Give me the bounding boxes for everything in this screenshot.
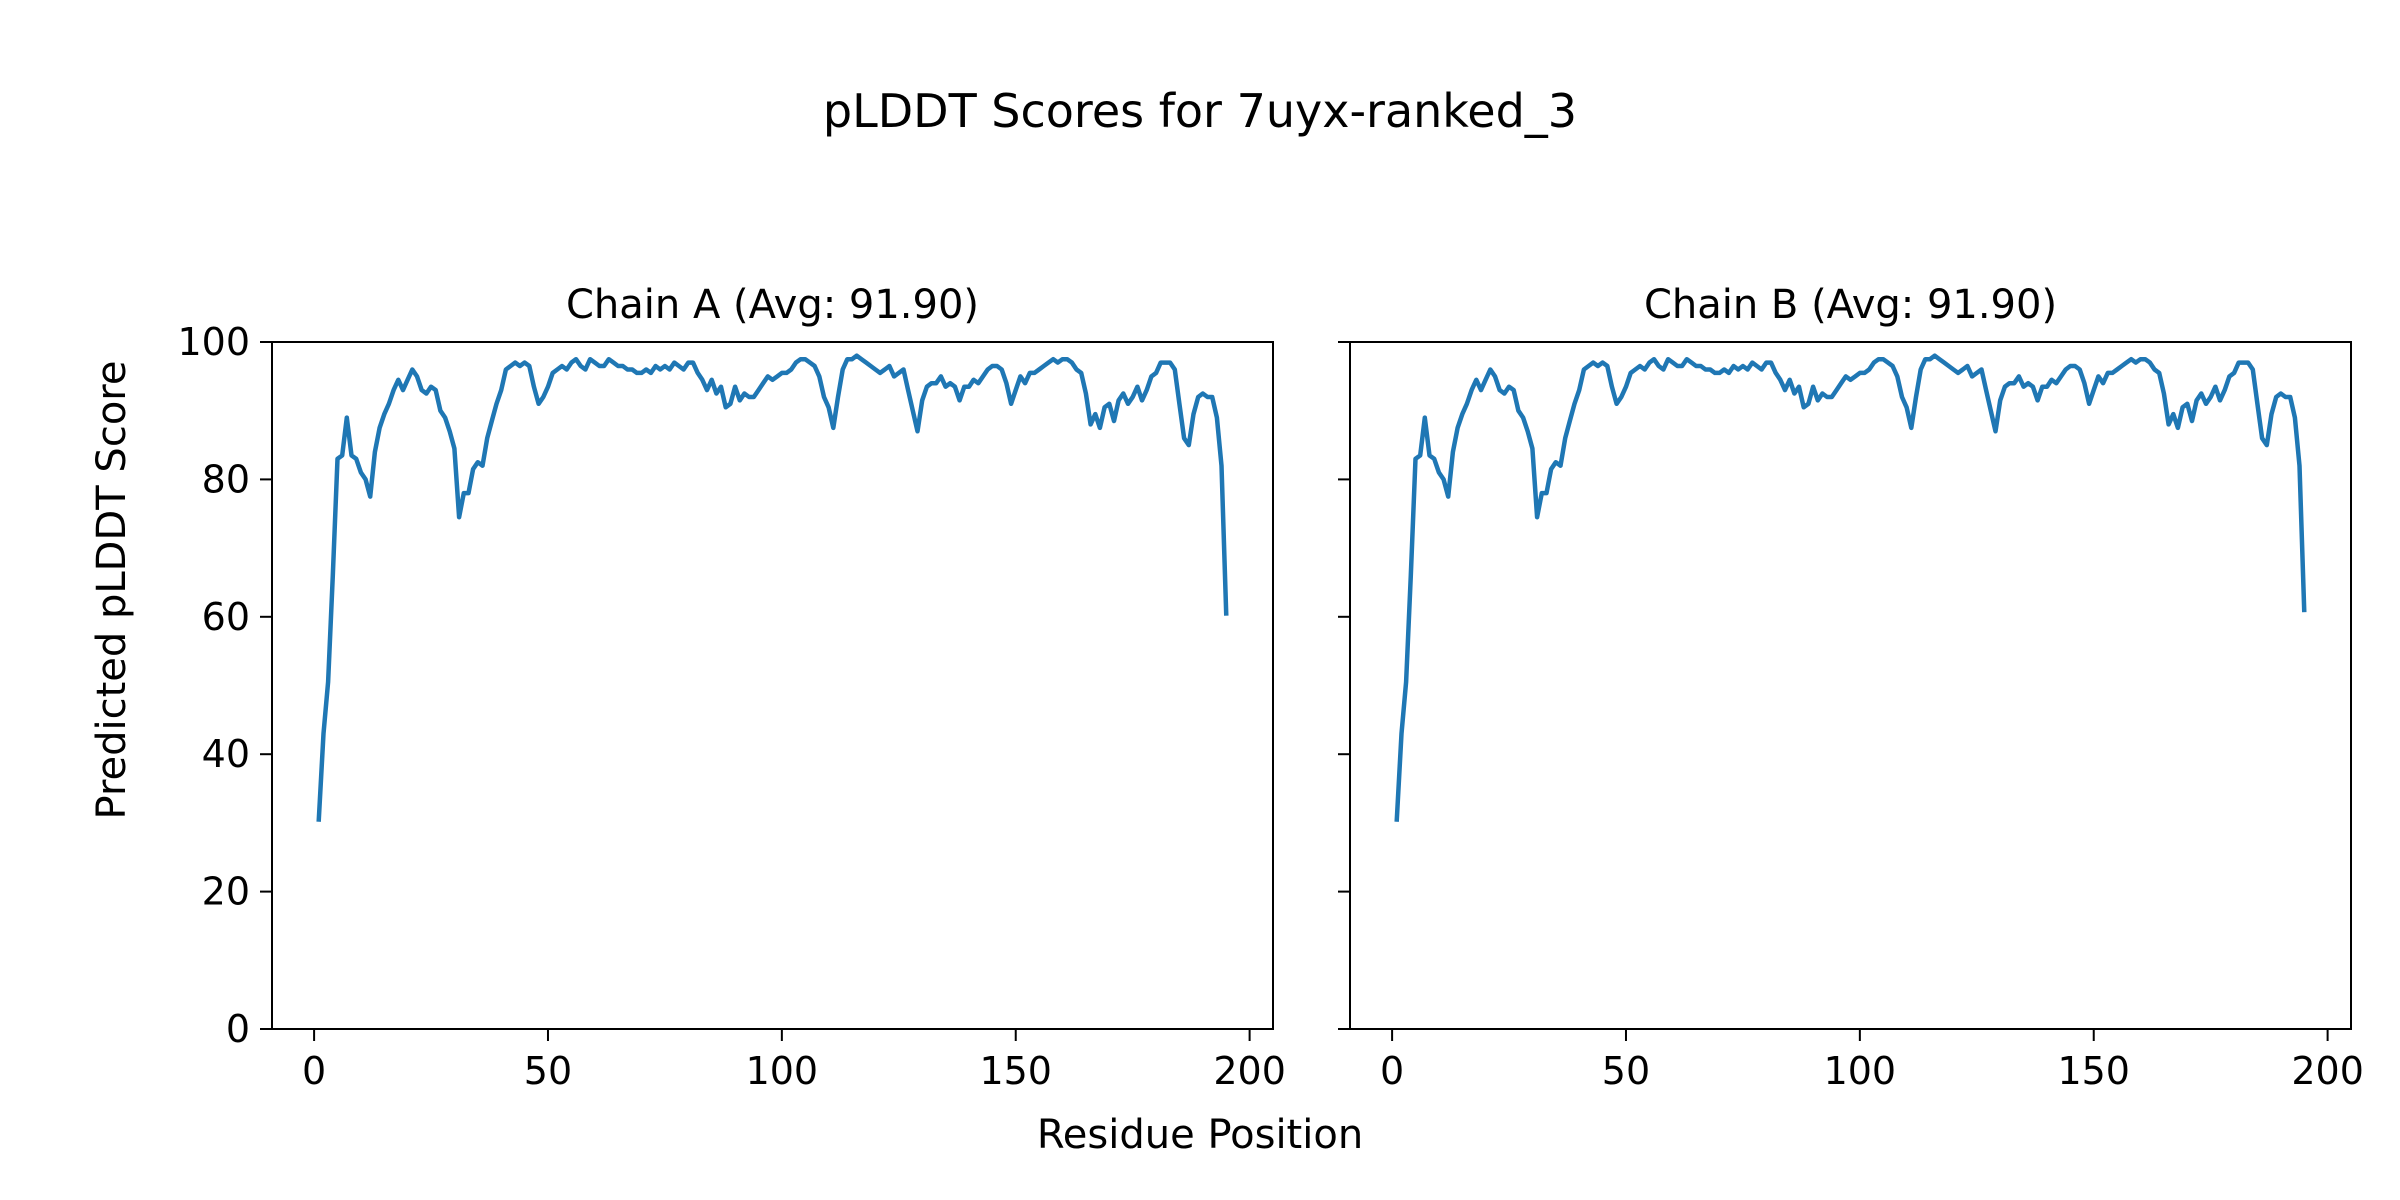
chain-b-x-tick-label: 200 xyxy=(2291,1049,2364,1093)
chain-b-x-tick-label: 150 xyxy=(2057,1049,2130,1093)
chain-a-panel: Chain A (Avg: 91.90) 0 50 100 150 200 0 20 40 60 8… xyxy=(177,282,1285,1093)
chain-a-axes-frame xyxy=(271,341,1274,1030)
chain-b-axes-frame xyxy=(1349,341,2352,1030)
chain-a-x-tick-label: 0 xyxy=(302,1049,326,1093)
chain-a-x-tick-label: 100 xyxy=(746,1049,819,1093)
chain-a-y-tick-label: 60 xyxy=(202,595,250,639)
chain-b-x-tick-label: 0 xyxy=(1380,1049,1404,1093)
chain-b-plddt-line xyxy=(1394,353,2307,822)
chain-a-x-tick-label: 200 xyxy=(1213,1049,1286,1093)
figure-title: pLDDT Scores for 7uyx-ranked_3 xyxy=(822,84,1578,138)
chain-a-title: Chain A (Avg: 91.90) xyxy=(566,282,979,328)
chain-a-y-tick-label: 40 xyxy=(202,732,250,776)
chain-a-y-tick-label: 20 xyxy=(202,870,250,914)
x-axis-label: Residue Position xyxy=(1036,1112,1364,1158)
chain-b-panel: Chain B (Avg: 91.90) 0 50 100 150 200 xyxy=(1338,282,2364,1093)
chain-a-x-tick-label: 50 xyxy=(524,1049,572,1093)
chain-a-plddt-line xyxy=(316,353,1229,822)
chain-b-x-tick-label: 50 xyxy=(1602,1049,1650,1093)
chain-b-x-tick-label: 100 xyxy=(1824,1049,1897,1093)
chain-a-y-tick-label: 0 xyxy=(226,1007,250,1051)
chain-b-title: Chain B (Avg: 91.90) xyxy=(1644,282,2057,328)
chain-a-y-tick-label: 80 xyxy=(202,457,250,501)
chain-a-y-tick-label: 100 xyxy=(177,320,250,364)
chain-a-x-tick-label: 150 xyxy=(979,1049,1052,1093)
